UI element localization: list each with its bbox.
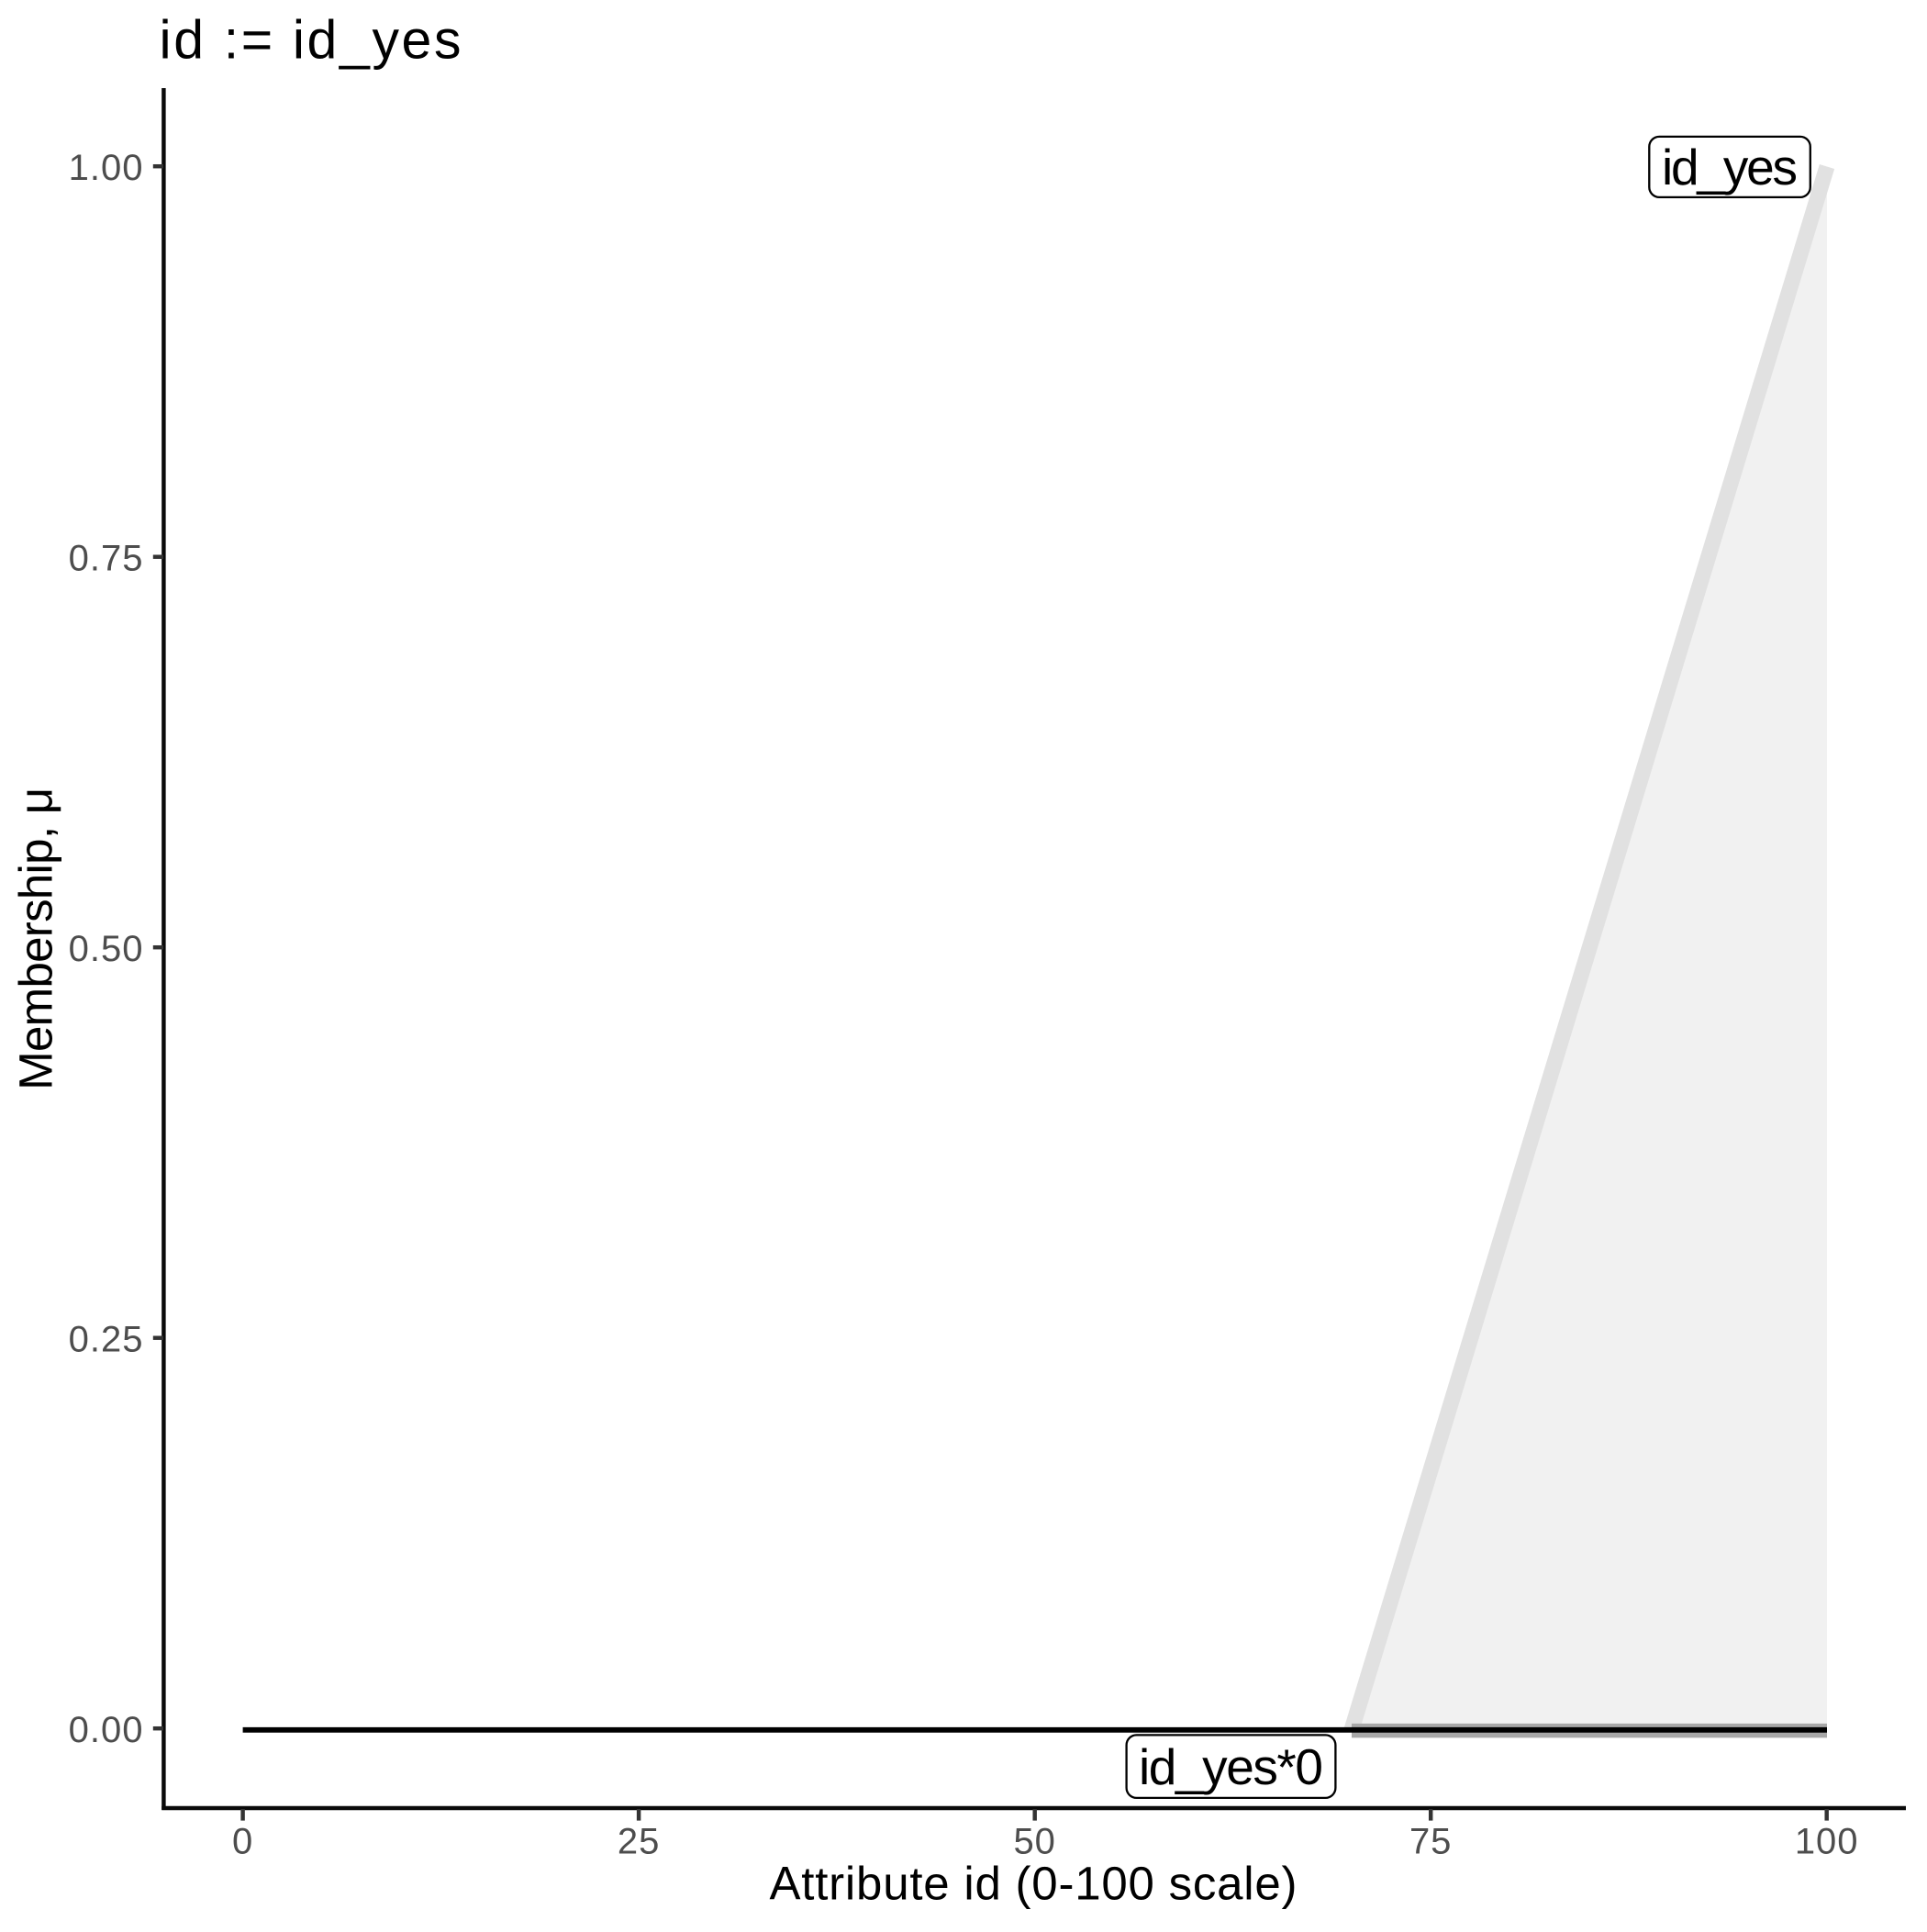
svg-text:id := id_yes: id := id_yes: [160, 10, 462, 71]
svg-text:1.00: 1.00: [69, 148, 144, 188]
svg-text:75: 75: [1409, 1822, 1453, 1862]
svg-text:id_yes: id_yes: [1662, 139, 1798, 195]
svg-text:0: 0: [232, 1822, 253, 1862]
svg-text:0.00: 0.00: [69, 1710, 144, 1750]
svg-text:Attribute id (0-100 scale): Attribute id (0-100 scale): [770, 1858, 1298, 1910]
svg-text:Membership, μ: Membership, μ: [10, 787, 62, 1090]
svg-text:25: 25: [618, 1822, 661, 1862]
svg-text:0.50: 0.50: [69, 929, 144, 969]
svg-text:0.25: 0.25: [69, 1319, 144, 1359]
svg-text:0.75: 0.75: [69, 538, 144, 578]
svg-text:id_yes*0: id_yes*0: [1139, 1738, 1323, 1795]
svg-text:50: 50: [1013, 1822, 1056, 1862]
svg-text:100: 100: [1795, 1822, 1859, 1862]
